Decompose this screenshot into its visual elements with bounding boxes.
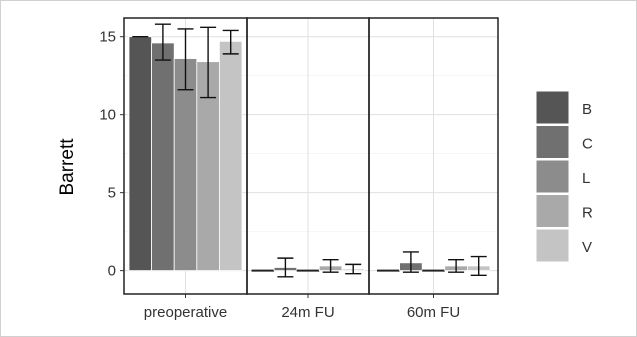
legend-swatch-L bbox=[535, 159, 570, 194]
legend-swatch-C bbox=[535, 125, 570, 159]
legend-label-B: B bbox=[582, 101, 592, 118]
x-tick-label: preoperative bbox=[144, 304, 227, 321]
bar-L-1 bbox=[296, 269, 320, 272]
legend-swatch-V bbox=[535, 228, 570, 263]
x-tick-label: 60m FU bbox=[407, 304, 460, 321]
bar-V-0 bbox=[218, 40, 243, 272]
legend-label-L: L bbox=[582, 170, 590, 187]
bar-B-1 bbox=[251, 269, 275, 272]
legend-label-C: C bbox=[582, 136, 593, 153]
y-tick-label: 15 bbox=[99, 29, 116, 46]
y-tick-label: 10 bbox=[99, 107, 116, 124]
legend-swatch-B bbox=[535, 90, 570, 125]
error-bars bbox=[132, 23, 487, 278]
axes: preoperative 24m FU 60m FU 0 5 10 15 bbox=[99, 29, 460, 321]
y-tick-label: 0 bbox=[108, 263, 116, 280]
legend: B CL RV bbox=[535, 90, 593, 263]
y-tick-label: 5 bbox=[108, 185, 116, 202]
bar-B-0 bbox=[128, 36, 153, 272]
bar-C-0 bbox=[151, 42, 175, 272]
legend-label-R: R bbox=[582, 205, 593, 222]
bars bbox=[128, 36, 491, 272]
y-axis-label: Barrett bbox=[57, 138, 78, 196]
x-tick-label: 24m FU bbox=[281, 304, 334, 321]
legend-label-V: V bbox=[582, 239, 592, 256]
legend-swatch-R bbox=[535, 194, 570, 228]
bar-B-2 bbox=[377, 269, 400, 272]
bar-L-2 bbox=[422, 269, 445, 272]
